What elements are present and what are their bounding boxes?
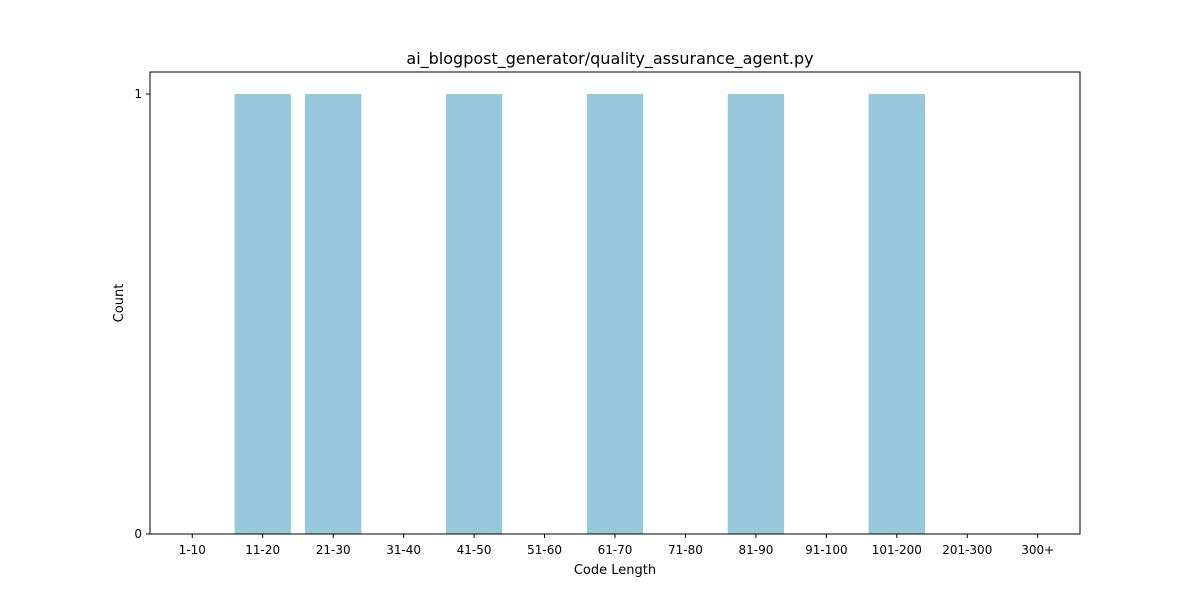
bars [234,94,925,534]
x-tick-label: 41-50 [457,543,492,557]
chart-title: ai_blogpost_generator/quality_assurance_… [406,49,813,69]
x-axis: 1-10 11-20 21-30 31-40 41-50 51-60 61-70 71-80 8… [179,534,1054,557]
x-tick-label: 1-10 [179,543,206,557]
x-tick-label: 91-100 [805,543,848,557]
x-tick-label: 11-20 [245,543,280,557]
y-tick-label: 0 [134,527,142,541]
x-tick-label: 71-80 [668,543,703,557]
x-tick-label: 81-90 [738,543,773,557]
y-axis: 01 [134,87,150,541]
y-axis-label: Count [112,284,127,323]
plot-area: 1-10 11-20 21-30 31-40 41-50 51-60 61-70 71-80 8… [134,71,1081,557]
x-tick-label: 300+ [1021,543,1054,557]
bar-41-50 [445,94,503,534]
x-tick-label: 51-60 [527,543,562,557]
bar-61-70 [586,94,644,534]
x-tick-label: 201-300 [942,543,992,557]
x-axis-label: Code Length [574,563,656,578]
bar-11-20 [234,94,291,534]
bar-101-200 [868,94,925,534]
bar-81-90 [727,94,785,534]
bar-21-30 [305,94,362,534]
x-tick-label: 21-30 [316,543,351,557]
x-tick-label: 101-200 [872,543,922,557]
y-tick-label: 1 [134,87,142,101]
x-tick-label: 61-70 [598,543,633,557]
x-tick-label: 31-40 [386,543,421,557]
